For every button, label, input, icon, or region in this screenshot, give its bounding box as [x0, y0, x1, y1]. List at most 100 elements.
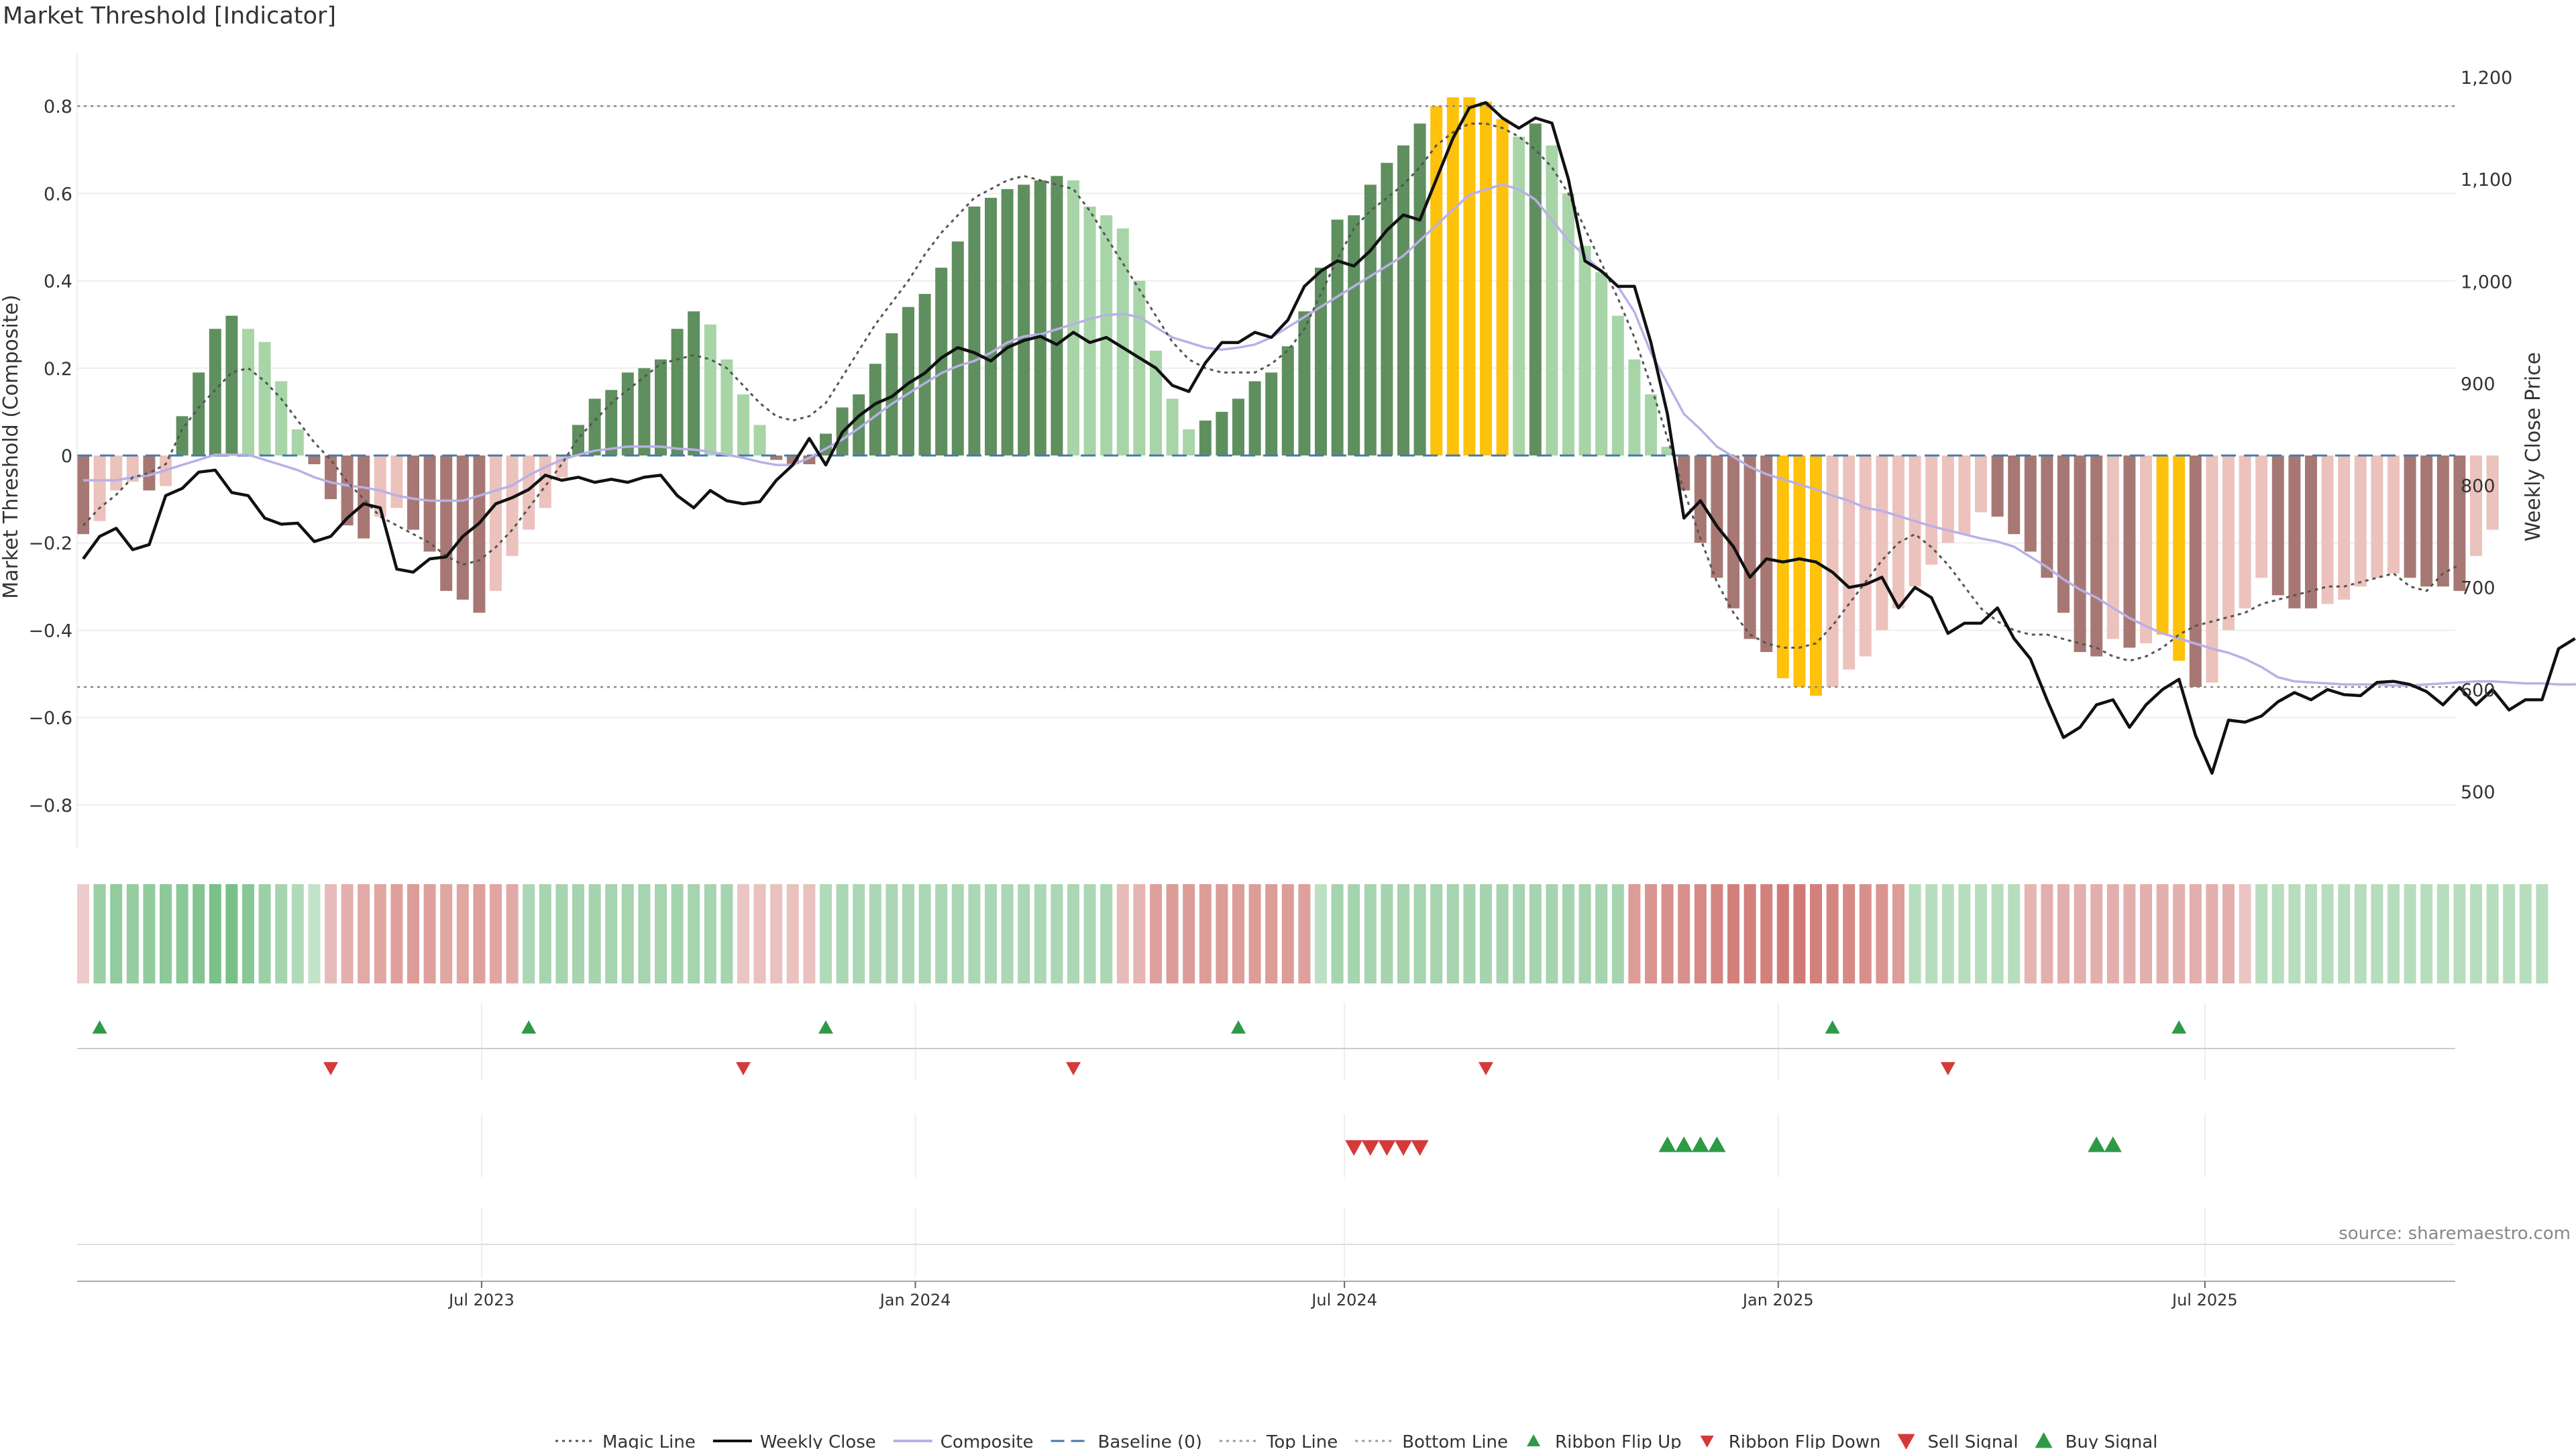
ribbon-cell [407, 884, 419, 983]
right-tick-label: 600 [2461, 680, 2496, 701]
threshold-bar [1529, 123, 1542, 456]
threshold-bar [1958, 455, 1971, 535]
legend-item[interactable]: Magic Line [555, 1432, 696, 1449]
ribbon-cell [2255, 884, 2268, 983]
buy-signal-marker [1691, 1136, 1709, 1152]
ribbon-flip-down-marker [1479, 1062, 1493, 1075]
threshold-bar [803, 455, 816, 465]
threshold-bar [325, 455, 337, 500]
ribbon-cell [1843, 884, 1856, 983]
ribbon-cell [1711, 884, 1723, 983]
threshold-bar [753, 425, 766, 456]
threshold-bar [2404, 455, 2416, 578]
threshold-bar [935, 268, 948, 456]
left-tick-label: −0.8 [28, 796, 72, 816]
threshold-bar [1265, 372, 1278, 456]
legend-item[interactable]: Baseline (0) [1051, 1432, 1202, 1449]
threshold-bar [1546, 145, 1558, 456]
ribbon-cell [1578, 884, 1591, 983]
ribbon-cell [1562, 884, 1574, 983]
right-tick-label: 700 [2461, 578, 2496, 599]
threshold-bar [2354, 455, 2367, 587]
ribbon-cell [2470, 884, 2482, 983]
ribbon-cell [2436, 884, 2449, 983]
threshold-bar [1150, 350, 1162, 456]
threshold-bar [1315, 268, 1327, 456]
sell-signal-marker [1395, 1140, 1412, 1156]
ribbon-cell [1776, 884, 1789, 983]
threshold-bar [2206, 455, 2218, 683]
ribbon-cell [193, 884, 205, 983]
ribbon-cell [1166, 884, 1179, 983]
legend-item[interactable]: Weekly Close [712, 1432, 876, 1449]
left-tick-label: 0.8 [44, 97, 72, 117]
threshold-bar [407, 455, 419, 530]
ribbon-cell [737, 884, 749, 983]
ribbon-cell [225, 884, 238, 983]
ribbon-cell [1760, 884, 1773, 983]
threshold-bar [242, 329, 254, 456]
left-tick-label: 0.2 [44, 359, 72, 380]
ribbon-cell [143, 884, 156, 983]
legend-item[interactable]: Bottom Line [1355, 1432, 1508, 1449]
right-tick-label: 800 [2461, 476, 2496, 497]
ribbon-cell [2206, 884, 2218, 983]
ribbon-cell [1925, 884, 1938, 983]
ribbon-cell [820, 884, 832, 983]
ribbon-cell [951, 884, 964, 983]
threshold-bar [490, 455, 502, 591]
threshold-bar [374, 455, 386, 517]
legend-item[interactable]: Composite [893, 1432, 1034, 1449]
ribbon-cell [1315, 884, 1327, 983]
legend-item[interactable]: Ribbon Flip Up [1527, 1432, 1682, 1449]
threshold-bar [1430, 106, 1443, 456]
sell-signal-marker [1345, 1140, 1363, 1156]
ribbon-cell [2305, 884, 2317, 983]
ribbon-cell [1941, 884, 1954, 983]
x-tick-label: Jan 2025 [1741, 1291, 1814, 1309]
x-tick-label: Jul 2023 [447, 1291, 515, 1309]
ribbon-cell [2024, 884, 2037, 983]
ribbon-cell [2156, 884, 2169, 983]
legend-item[interactable]: Sell Signal [1897, 1432, 2019, 1449]
ribbon-cell [1150, 884, 1162, 983]
ribbon-cell [935, 884, 948, 983]
ribbon-cell [902, 884, 914, 983]
threshold-bar [2453, 455, 2466, 591]
threshold-bar [1876, 455, 1888, 631]
buy-signal-marker [1675, 1136, 1693, 1152]
threshold-bar [2074, 455, 2086, 653]
ribbon-cell [1645, 884, 1657, 983]
threshold-bar [1034, 180, 1046, 456]
ribbon-cell [523, 884, 535, 983]
ribbon-cell [390, 884, 403, 983]
legend-item[interactable]: Buy Signal [2035, 1432, 2158, 1449]
threshold-bar [1578, 246, 1591, 456]
magic-line [82, 122, 2461, 662]
legend-item[interactable]: Top Line [1219, 1432, 1338, 1449]
ribbon-cell [803, 884, 816, 983]
threshold-bar [1116, 228, 1129, 456]
threshold-bar [1991, 455, 2004, 517]
ribbon-cell [1909, 884, 1921, 983]
threshold-bar [1083, 206, 1096, 456]
ribbon-cell [1430, 884, 1443, 983]
threshold-bar [1248, 381, 1261, 456]
threshold-bar [275, 381, 288, 456]
threshold-bar [1941, 455, 1954, 543]
ribbon-cell [1694, 884, 1707, 983]
threshold-bar [1711, 455, 1723, 578]
ribbon-cell [2486, 884, 2499, 983]
ribbon-cell [1116, 884, 1129, 983]
ribbon-cell [1216, 884, 1228, 983]
threshold-bar [258, 341, 271, 456]
ribbon-cell [1463, 884, 1476, 983]
threshold-bar [1562, 193, 1574, 456]
ribbon-cell [490, 884, 502, 983]
ribbon-cell [720, 884, 733, 983]
ribbon-cell [308, 884, 321, 983]
legend-label: Magic Line [602, 1432, 696, 1449]
right-axis-label: Weekly Close Price [2522, 352, 2545, 541]
legend-item[interactable]: Ribbon Flip Down [1700, 1432, 1881, 1449]
